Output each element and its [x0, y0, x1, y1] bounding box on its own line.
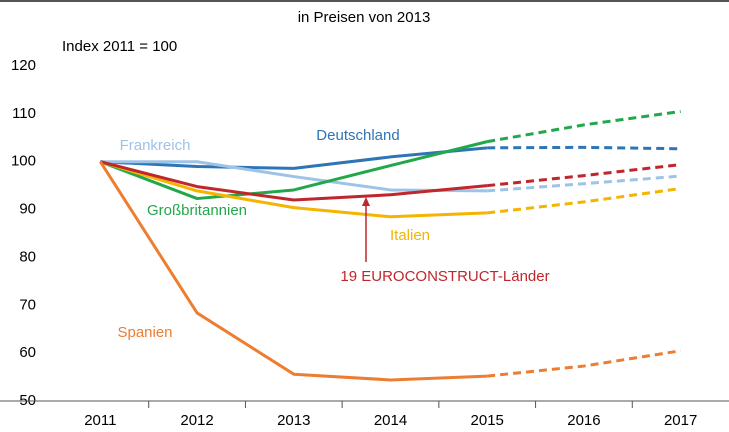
series-line: [100, 146, 488, 170]
series-label: Frankreich: [120, 137, 191, 154]
projection-line: [487, 349, 681, 378]
series-line: [99, 140, 488, 201]
y-tick-label: 60: [19, 344, 36, 361]
x-tick-label: 2011: [84, 412, 116, 429]
x-tick-label: 2015: [471, 412, 504, 429]
x-tick-label: 2012: [180, 412, 213, 429]
x-tick-label: 2017: [664, 412, 697, 429]
chart-subtitle: in Preisen von 2013: [298, 9, 431, 26]
y-tick-label: 80: [19, 248, 36, 265]
annotation-arrowhead: [362, 197, 370, 206]
x-tick-label: 2014: [374, 412, 407, 429]
series-line: [99, 160, 488, 382]
x-tick-label: 2013: [277, 412, 310, 429]
y-tick-label: 70: [19, 296, 36, 313]
projection-line: [487, 145, 681, 151]
projection-line: [487, 187, 681, 215]
series-label: Italien: [390, 227, 430, 244]
series-line: [99, 160, 488, 202]
projection-line: [487, 174, 681, 193]
projection-line: [486, 109, 681, 144]
series-label: 19 EUROCONSTRUCT-Länder: [340, 268, 549, 285]
y-tick-label: 90: [19, 201, 36, 218]
series-label: Deutschland: [316, 127, 399, 144]
y-tick-label: 110: [12, 105, 36, 122]
series-label: Großbritannien: [147, 202, 247, 219]
y-tick-label: 50: [19, 392, 36, 409]
y-tick-label: 100: [11, 153, 36, 170]
projection-line: [487, 163, 681, 188]
series-label: Spanien: [117, 324, 172, 341]
series-line: [99, 160, 488, 219]
y-axis-label: Index 2011 = 100: [62, 38, 177, 55]
x-tick-label: 2016: [567, 412, 600, 429]
y-tick-label: 120: [11, 57, 36, 74]
